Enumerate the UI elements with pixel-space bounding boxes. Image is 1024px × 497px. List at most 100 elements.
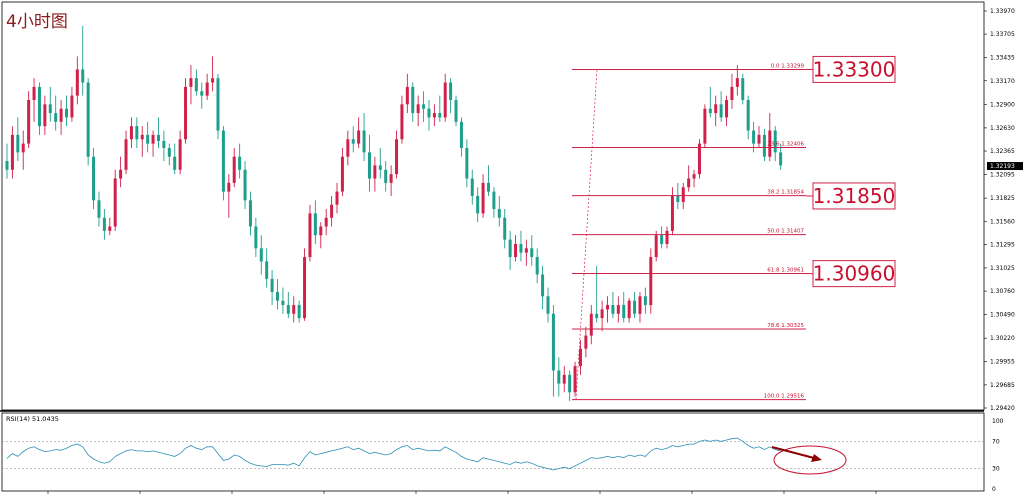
rsi-axis-label: 100 — [992, 418, 1004, 425]
candle-body — [725, 99, 729, 118]
candle-body — [151, 134, 155, 144]
candle-body — [357, 130, 361, 144]
candle-body — [681, 187, 685, 203]
candle-body — [497, 209, 501, 218]
candle-body — [584, 335, 588, 349]
candle-body — [573, 366, 577, 393]
y-tick-label: 1.32095 — [990, 172, 1015, 179]
candle-body — [411, 86, 415, 114]
candle-body — [508, 239, 512, 258]
rsi-panel: 100 70 30 0 RSI(14) 51.0435 — [1, 412, 1004, 494]
candle-body — [119, 169, 123, 179]
current-price-box — [987, 162, 1023, 171]
candle-body — [113, 178, 117, 227]
y-tick-label: 1.32365 — [990, 148, 1015, 155]
candle-body — [568, 374, 572, 393]
candle-body — [32, 86, 36, 100]
candle-body — [259, 248, 263, 262]
candle-body — [703, 108, 707, 144]
fib-level-label: 0.0 1.33299 — [771, 64, 805, 70]
rsi-line — [6, 437, 781, 471]
candle-body — [43, 104, 47, 127]
candle-body — [200, 91, 204, 96]
candle-body — [719, 104, 723, 118]
fib-level-label: 78.6 1.30325 — [767, 323, 804, 329]
candle-body — [97, 200, 101, 218]
candle-body — [557, 370, 561, 384]
key-level-labels: 1.33300 1.31850 1.30960 — [806, 55, 896, 288]
key-level-box — [812, 260, 896, 288]
candle-body — [665, 230, 669, 244]
y-tick-label: 1.33435 — [990, 55, 1015, 62]
rsi-axis-label: 70 — [992, 438, 1000, 445]
candle-body — [108, 226, 112, 231]
candle-body — [400, 104, 404, 140]
candle-body — [416, 104, 420, 114]
candle-body — [578, 348, 582, 367]
candle-body — [367, 152, 371, 179]
candle-body — [27, 99, 31, 144]
candle-body — [189, 78, 193, 87]
fib-level-label: 61.8 1.30961 — [767, 268, 804, 274]
current-price-label: 1.32193 — [990, 163, 1015, 170]
candle-body — [303, 257, 307, 319]
key-level-value: 1.31850 — [813, 184, 896, 208]
candle-body — [524, 248, 528, 253]
candle-body — [676, 195, 680, 203]
candle-body — [616, 305, 620, 314]
candle-body — [340, 156, 344, 192]
y-tick-label: 1.31025 — [990, 265, 1015, 272]
rsi-axis-label: 0 — [992, 486, 996, 493]
candle-body — [459, 121, 463, 148]
candle-body — [227, 182, 231, 192]
main-plot-frame — [1, 1, 985, 411]
grid — [0, 1, 985, 412]
candle-body — [606, 305, 610, 310]
candle-body — [476, 195, 480, 214]
candle-body — [633, 300, 637, 314]
y-tick-label: 1.32900 — [990, 101, 1015, 108]
candle-body — [211, 78, 215, 83]
candle-body — [16, 134, 20, 153]
y-tick-label: 1.30220 — [990, 335, 1015, 342]
candle-body — [373, 165, 377, 179]
candle-body — [746, 99, 750, 131]
y-tick-label: 1.29685 — [990, 382, 1015, 389]
candle-body — [146, 134, 150, 144]
candle-body — [654, 235, 658, 258]
candle-body — [660, 235, 664, 244]
candle-body — [221, 130, 225, 192]
fib-level-label: 50.0 1.31407 — [767, 229, 804, 235]
y-tick-label: 1.30760 — [990, 288, 1015, 295]
y-tick-label: 1.33170 — [990, 78, 1015, 85]
price-axis: 1.33970 1.33705 1.33435 1.33170 1.32900 1.326… — [984, 8, 1023, 412]
y-tick-label: 1.31560 — [990, 218, 1015, 225]
candle-body — [492, 191, 496, 210]
y-tick-label: 1.29955 — [990, 358, 1015, 365]
candle-body — [757, 134, 761, 144]
y-tick-label: 1.33970 — [990, 8, 1015, 15]
candlesticks — [5, 25, 783, 402]
candle-body — [135, 126, 139, 140]
candle-body — [184, 86, 188, 140]
annotation-arrow-shaft — [771, 446, 815, 459]
annotation-ellipse — [773, 445, 847, 475]
candle-body — [5, 161, 9, 170]
candle-body — [768, 130, 772, 157]
candle-body — [562, 374, 566, 384]
key-level-box — [812, 182, 896, 210]
rsi-axis-label: 30 — [992, 466, 1000, 473]
y-tick-label: 1.29420 — [990, 405, 1015, 412]
candle-body — [10, 134, 14, 170]
candle-body — [75, 69, 79, 96]
candle-body — [54, 113, 58, 122]
candle-body — [535, 257, 539, 275]
candle-body — [254, 226, 258, 249]
candle-body — [595, 313, 599, 319]
candle-body — [454, 99, 458, 122]
candle-body — [92, 156, 96, 201]
candle-body — [384, 169, 388, 183]
candle-body — [670, 195, 674, 231]
candle-body — [286, 305, 290, 314]
candle-body — [503, 217, 507, 240]
